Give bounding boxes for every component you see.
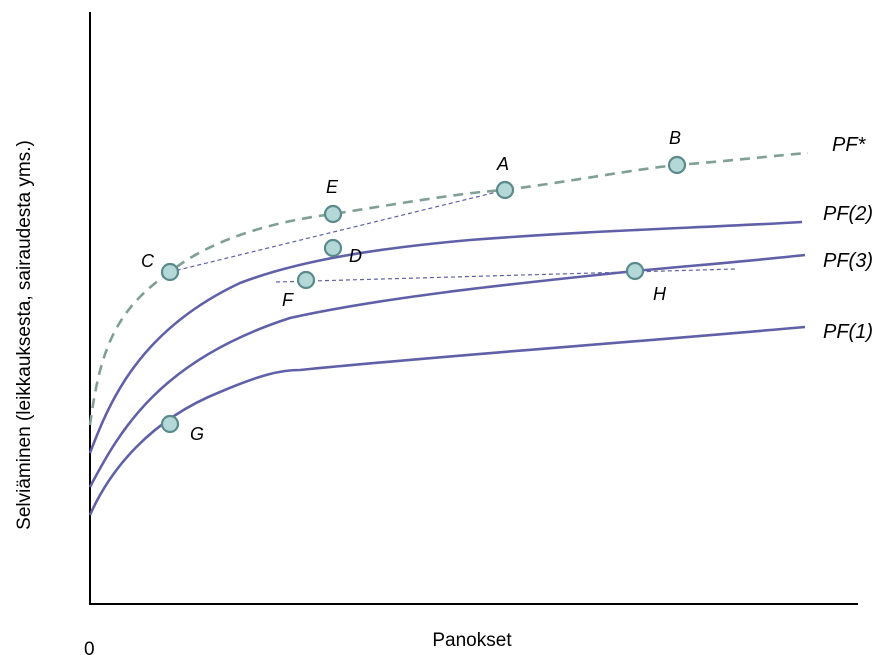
point-c: [160, 262, 180, 282]
label-h: H: [653, 284, 667, 304]
label-pf3: PF(3): [823, 250, 873, 272]
point-b: [667, 155, 687, 175]
label-g: G: [190, 424, 204, 444]
pf3-curve: [88, 253, 806, 488]
label-a: A: [496, 154, 509, 174]
label-pf1: PF(1): [823, 321, 873, 343]
point-e: [323, 204, 343, 224]
point-f: [296, 270, 316, 290]
point-g: [160, 414, 180, 434]
label-c: C: [141, 251, 155, 271]
f-to-h-connector: [275, 268, 736, 283]
points-group: [160, 155, 687, 434]
label-d: D: [349, 246, 362, 266]
pf-star-curve: [88, 151, 809, 426]
c-to-a-connector: [169, 189, 506, 273]
label-pf-star: PF*: [832, 134, 867, 156]
pf2-curve: [88, 220, 803, 454]
label-b: B: [669, 128, 681, 148]
label-pf2: PF(2): [823, 203, 873, 225]
x-axis-title: Panokset: [432, 630, 512, 651]
pf1-curve: [88, 325, 806, 516]
origin-label: 0: [84, 639, 95, 655]
point-h: [625, 261, 645, 281]
y-axis-title: Selviäminen (leikkauksesta, sairaudesta …: [14, 140, 35, 530]
label-f: F: [282, 290, 294, 310]
point-a: [495, 180, 515, 200]
point-d: [323, 238, 343, 258]
label-e: E: [326, 177, 339, 197]
